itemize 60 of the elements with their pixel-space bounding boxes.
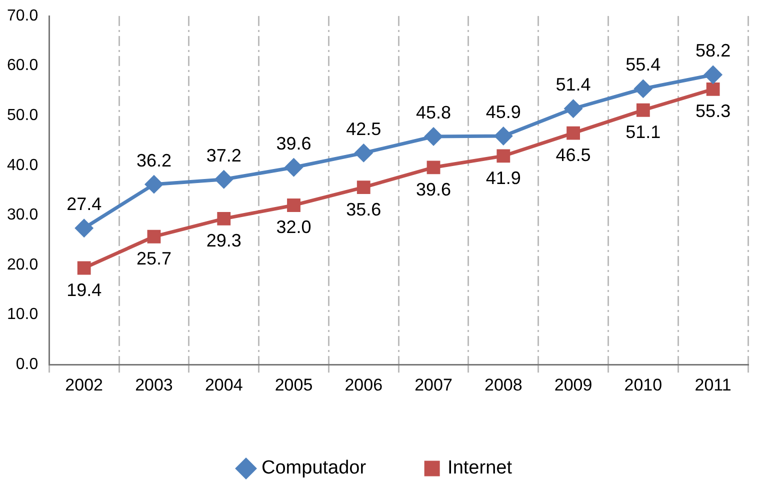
- point: [636, 103, 650, 117]
- x-tick-label: 2009: [554, 375, 592, 394]
- point: [704, 66, 722, 84]
- data-label: 25.7: [136, 248, 172, 269]
- y-tick-label: 30.0: [7, 206, 38, 224]
- point: [287, 198, 300, 212]
- x-tick-label: 2003: [135, 375, 173, 394]
- point: [426, 160, 440, 174]
- data-label: 41.9: [486, 168, 521, 188]
- y-tick-label: 70.0: [7, 7, 38, 24]
- x-tick-label: 2010: [624, 375, 662, 394]
- x-tick-label: 2006: [344, 375, 383, 394]
- x-tick-label: 2002: [65, 375, 103, 394]
- point: [424, 128, 442, 146]
- data-label: 32.0: [276, 217, 312, 238]
- data-label: 42.5: [346, 118, 382, 139]
- data-label: 39.6: [416, 179, 452, 200]
- y-tick-label: 60.0: [7, 57, 38, 74]
- x-tick-label: 2011: [694, 375, 732, 394]
- point: [284, 158, 302, 176]
- data-label: 36.2: [136, 150, 172, 170]
- data-label: 51.4: [556, 74, 591, 95]
- point: [145, 176, 163, 194]
- point: [77, 261, 91, 275]
- point: [634, 80, 652, 98]
- data-label: 45.9: [486, 102, 521, 122]
- y-tick-label: 10.0: [7, 306, 38, 324]
- y-tick-label: 0.0: [16, 356, 38, 374]
- data-label: 27.4: [66, 194, 102, 214]
- data-label: 19.4: [66, 280, 102, 300]
- data-label: 55.3: [696, 101, 731, 122]
- point: [564, 100, 582, 118]
- data-label: 35.6: [346, 199, 382, 220]
- point: [356, 180, 370, 194]
- point: [496, 149, 510, 163]
- point: [706, 82, 720, 96]
- data-label: 58.2: [696, 40, 731, 61]
- data-label: 46.5: [556, 145, 591, 165]
- data-label: 37.2: [206, 145, 242, 166]
- x-tick-label: 2008: [484, 375, 522, 394]
- legend-label: Internet: [448, 458, 513, 479]
- data-label: 29.3: [206, 230, 242, 251]
- point: [147, 230, 161, 244]
- point: [75, 219, 93, 237]
- x-tick-label: 2005: [274, 375, 313, 394]
- data-label: 45.8: [416, 102, 452, 122]
- point: [566, 126, 580, 140]
- y-tick-label: 50.0: [7, 107, 38, 124]
- x-tick-label: 2007: [414, 375, 452, 394]
- y-tick-label: 40.0: [7, 156, 38, 174]
- x-tick-label: 2004: [204, 375, 243, 394]
- point: [215, 170, 233, 188]
- point: [217, 212, 231, 226]
- point: [354, 144, 372, 162]
- legend-label: Computador: [262, 458, 367, 479]
- y-tick-label: 20.0: [7, 256, 38, 274]
- data-label: 39.6: [276, 133, 312, 154]
- data-label: 55.4: [626, 54, 661, 75]
- point: [494, 127, 512, 145]
- data-label: 51.1: [626, 122, 661, 142]
